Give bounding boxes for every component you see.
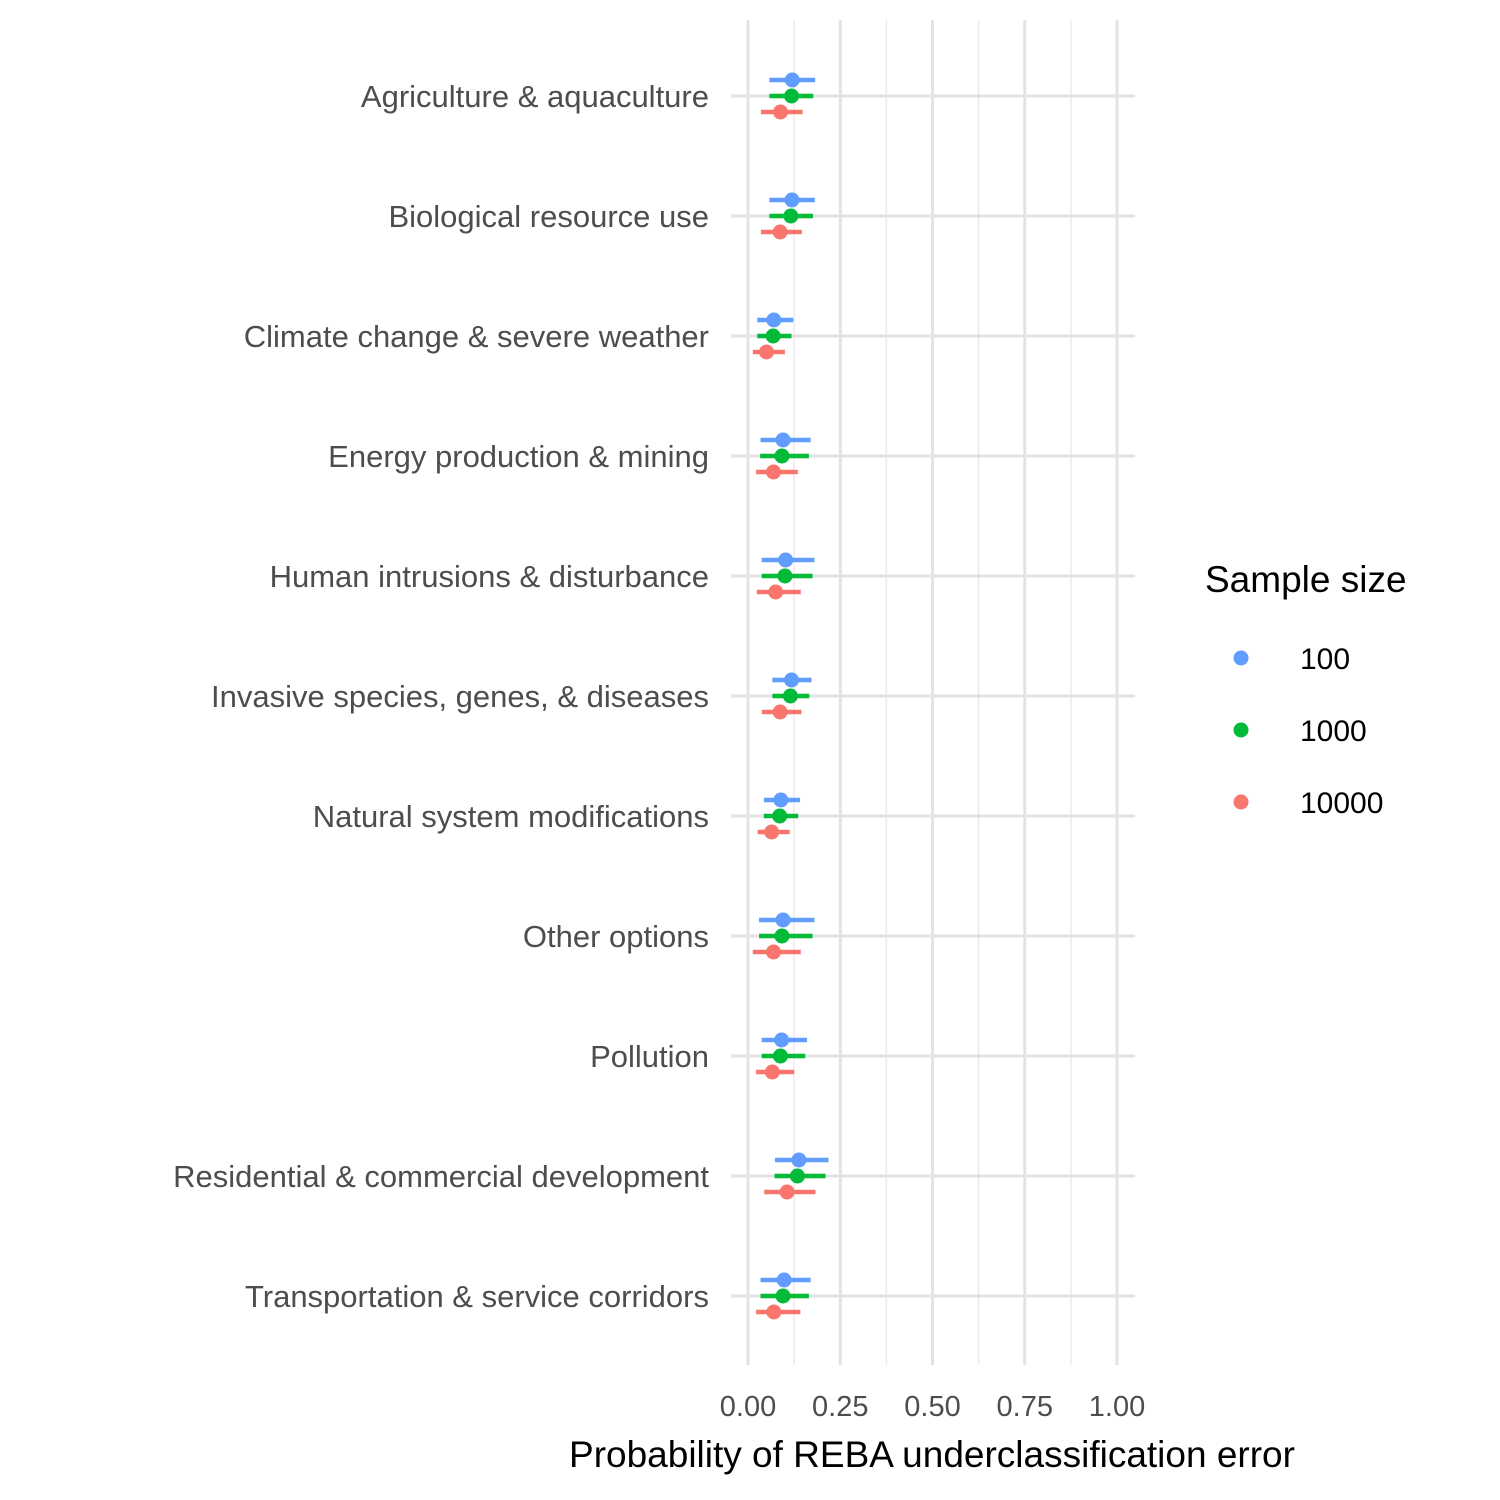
- plot-marks: [752, 72, 829, 1320]
- point-1000: [783, 208, 799, 224]
- point-10000: [764, 824, 780, 840]
- point-10000: [772, 224, 788, 240]
- point-1000: [774, 448, 790, 464]
- point-100: [784, 72, 800, 88]
- point-100: [775, 912, 791, 928]
- legend-key-1000: [1233, 722, 1249, 738]
- legend-key-10000: [1233, 794, 1249, 810]
- point-1000: [772, 1048, 788, 1064]
- category-label: Other options: [523, 919, 709, 954]
- category-label: Human intrusions & disturbance: [270, 559, 709, 594]
- point-100: [774, 1032, 790, 1048]
- category-label: Natural system modifications: [313, 799, 709, 834]
- point-10000: [766, 1304, 782, 1320]
- point-100: [776, 1272, 792, 1288]
- legend-title: Sample size: [1205, 559, 1407, 600]
- category-label: Climate change & severe weather: [244, 319, 709, 354]
- x-axis-title: Probability of REBA underclassification …: [569, 1434, 1295, 1475]
- point-1000: [774, 928, 790, 944]
- category-label: Transportation & service corridors: [245, 1279, 709, 1314]
- category-label: Energy production & mining: [328, 439, 709, 474]
- legend-label-10000: 10000: [1300, 787, 1383, 820]
- point-1000: [765, 328, 781, 344]
- x-tick-label: 0.50: [904, 1391, 960, 1423]
- category-label: Invasive species, genes, & diseases: [211, 679, 709, 714]
- point-1000: [782, 688, 798, 704]
- category-label: Biological resource use: [388, 199, 709, 234]
- point-100: [784, 192, 800, 208]
- point-10000: [765, 944, 781, 960]
- point-100: [784, 672, 800, 688]
- point-10000: [764, 1064, 780, 1080]
- point-10000: [779, 1184, 795, 1200]
- legend-key-100: [1233, 650, 1249, 666]
- point-1000: [784, 88, 800, 104]
- legend: Sample size 100 1000 10000: [1205, 559, 1407, 820]
- point-100: [775, 432, 791, 448]
- point-1000: [789, 1168, 805, 1184]
- point-10000: [765, 464, 781, 480]
- point-10000: [772, 704, 788, 720]
- x-tick-label: 1.00: [1089, 1391, 1145, 1423]
- point-100: [778, 552, 794, 568]
- point-100: [766, 312, 782, 328]
- x-tick-label: 0.25: [812, 1391, 868, 1423]
- point-1000: [772, 808, 788, 824]
- point-100: [773, 792, 789, 808]
- point-1000: [775, 1288, 791, 1304]
- point-1000: [777, 568, 793, 584]
- x-tick-label: 0.75: [997, 1391, 1053, 1423]
- category-labels: Agriculture & aquaculture Biological reso…: [173, 79, 709, 1314]
- category-label: Pollution: [590, 1039, 709, 1074]
- category-label: Residential & commercial development: [173, 1159, 709, 1194]
- x-tick-label: 0.00: [720, 1391, 776, 1423]
- x-tick-labels: 0.00 0.25 0.50 0.75 1.00: [720, 1391, 1145, 1423]
- point-10000: [772, 104, 788, 120]
- point-100: [791, 1152, 807, 1168]
- point-10000: [768, 584, 784, 600]
- legend-label-1000: 1000: [1300, 715, 1367, 748]
- legend-label-100: 100: [1300, 643, 1350, 676]
- point-10000: [758, 344, 774, 360]
- category-label: Agriculture & aquaculture: [361, 79, 709, 114]
